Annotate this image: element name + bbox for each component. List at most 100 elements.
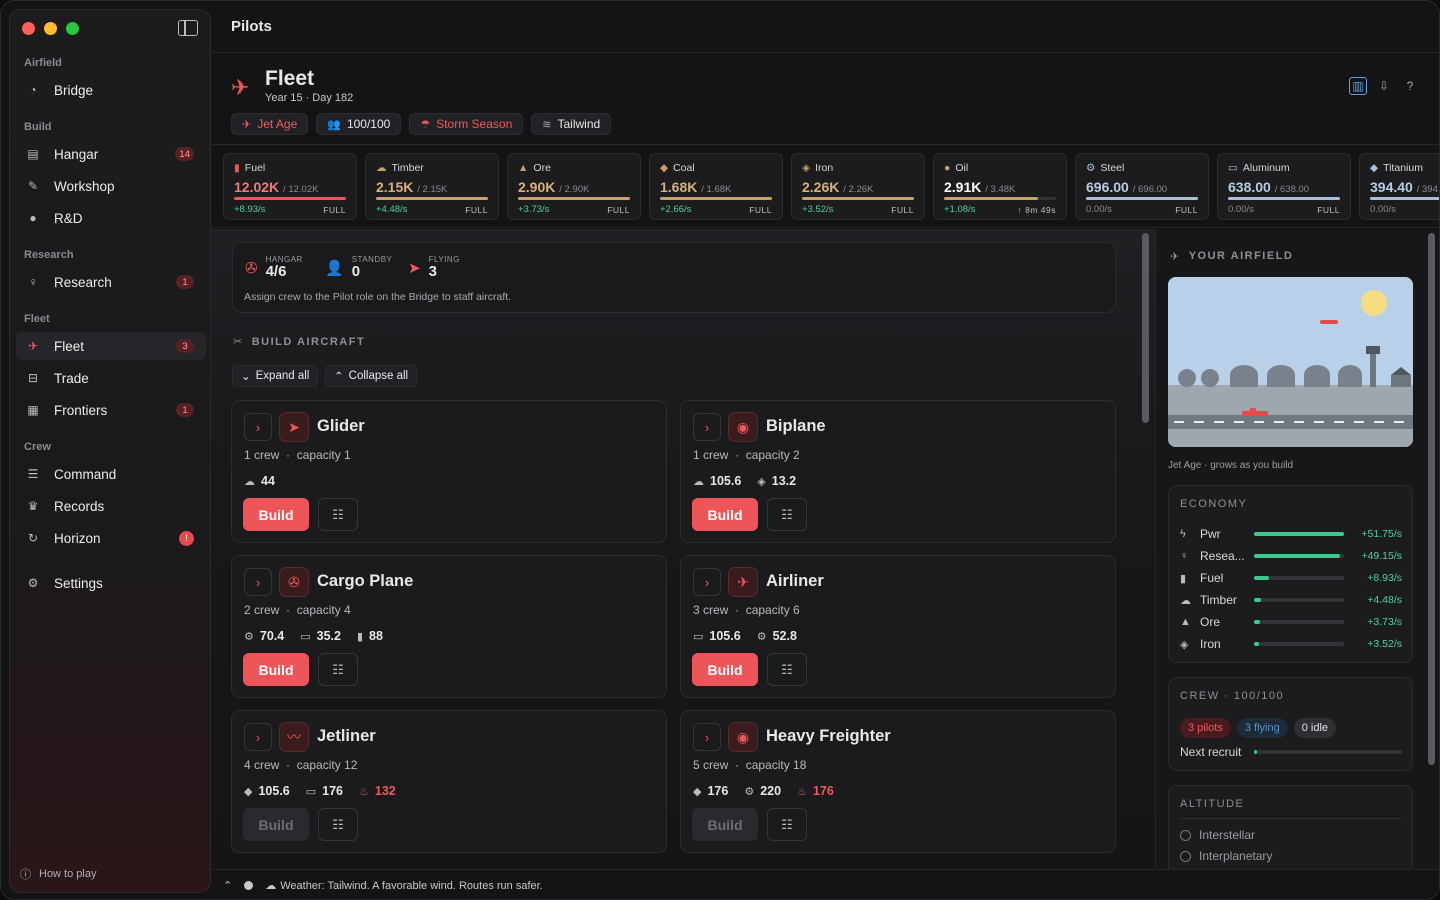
chevron-up-icon[interactable]: ⌃ [223,880,233,892]
aircraft-icon: ✇ [279,567,309,597]
status-message: Weather: Tailwind. A favorable wind. Rou… [280,879,543,892]
sidebar-item-frontiers[interactable]: ▦ Frontiers 1 [16,396,206,424]
airfield-illustration [1168,277,1413,447]
sidebar-item-records[interactable]: ♛ Records [16,492,206,520]
expand-chevron-icon[interactable]: › [244,568,272,596]
build-button[interactable]: Build [243,808,309,841]
altitude-option-interplanetary[interactable]: Interplanetary [1180,849,1272,863]
panel-toggle-icon[interactable]: ▥ [1349,77,1367,95]
resource-fill [518,197,630,200]
trophy-icon: ♛ [27,499,39,513]
resource-card-ore[interactable]: ▲ Ore 2.90K / 2.90K +3.73/s FULL [507,153,641,220]
how-to-play-link[interactable]: ⓘ How to play [20,866,96,882]
resource-fill [1370,197,1439,200]
resource-card-coal[interactable]: ◆ Coal 1.68K / 1.68K +2.66/s FULL [649,153,783,220]
download-icon[interactable]: ⇩ [1378,79,1390,93]
details-list-icon[interactable]: ☷ [767,808,807,841]
details-list-icon[interactable]: ☷ [318,653,358,686]
resource-amount: 394.40 [1370,179,1413,195]
hangar-stat-value: 4/6 [265,263,287,280]
economy-row: ◈ Iron +3.52/s [1180,636,1402,652]
aircraft-capacity: capacity 2 [745,448,800,462]
titanium-icon: ◆ [1370,162,1379,174]
expand-chevron-icon[interactable]: › [693,568,721,596]
sidebar-item-command[interactable]: ☰ Command [16,460,206,488]
minimize-window-button[interactable] [44,22,57,35]
build-button[interactable]: Build [692,498,758,531]
steel-icon: ⚙ [756,630,767,643]
sidebar-section-crew: Crew [24,441,51,453]
help-circle-icon[interactable]: ? [1406,79,1414,93]
expand-chevron-icon[interactable]: › [244,723,272,751]
sidebar-item-trade[interactable]: ⊟ Trade [16,364,206,392]
sidebar-section-build: Build [24,121,52,133]
expand-all-button[interactable]: ⌄ Expand all [232,365,319,387]
aircraft-icon: ✈ [728,567,758,597]
build-button[interactable]: Build [692,808,758,841]
sidebar-item-rnd[interactable]: ● R&D [16,204,206,232]
resource-status: ↑ 8m 49s [1017,205,1056,215]
era-chip[interactable]: ✈ Jet Age [231,113,309,135]
economy-name: Ore [1200,615,1221,629]
collapse-all-button[interactable]: ⌃ Collapse all [325,365,418,387]
hangar-stat-icon: ✇ [245,259,258,277]
resource-value: 394.40 / 394.40 [1370,179,1439,195]
expand-chevron-icon[interactable]: › [693,413,721,441]
iron-icon: ◈ [802,162,811,174]
details-list-icon[interactable]: ☷ [767,653,807,686]
crew-panel: CREW · 100/100 3 pilots 3 flying 0 idle … [1168,677,1413,771]
resource-card-titanium[interactable]: ◆Titanium 394.40 / 394.40 0.00/s FULL [1359,153,1439,220]
titanium-icon: ◆ [693,785,702,798]
sidebar-item-bridge[interactable]: ◔ Bridge [16,76,206,104]
cost-value: 70.4 [259,629,285,643]
resource-card-fuel[interactable]: ▮ Fuel 12.02K / 12.02K +8.93/s FULL [223,153,357,220]
cost-item: ⚙ 70.4 [244,629,284,643]
resource-fill-bar [1370,197,1439,200]
aircraft-crew: 2 crew [244,603,280,617]
resource-name: ▭ Aluminum [1228,162,1290,174]
resource-value: 2.90K / 2.90K [518,179,589,195]
sidebar-item-hangar[interactable]: ▤ Hangar 14 [16,140,206,168]
resource-name: ● Oil [944,162,968,174]
horizon-alert-badge: ! [179,530,194,546]
resource-card-timber[interactable]: ☁ Timber 2.15K / 2.15K +4.48/s FULL [365,153,499,220]
close-window-button[interactable] [22,22,35,35]
tools-icon: ✂ [233,336,244,348]
resource-card-iron[interactable]: ◈ Iron 2.26K / 2.26K +3.52/s FULL [791,153,925,220]
sidebar-item-settings[interactable]: ⚙ Settings [16,569,206,597]
weather-chip[interactable]: ≋ Tailwind [531,113,612,135]
build-button[interactable]: Build [692,653,758,686]
recruit-progress-bar [1254,750,1402,754]
build-button[interactable]: Build [243,653,309,686]
sidebar-item-research[interactable]: ♀ Research 1 [16,268,206,296]
build-button[interactable]: Build [243,498,309,531]
aluminum-icon: ▭ [1228,162,1238,174]
sidebar-item-workshop[interactable]: ✎ Workshop [16,172,206,200]
aluminum-icon: ▭ [300,630,311,643]
main-scrollbar[interactable] [1142,233,1149,423]
resource-card-steel[interactable]: ⚙ Steel 696.00 / 696.00 0.00/s FULL [1075,153,1209,220]
right-panel-scrollbar[interactable] [1428,233,1435,765]
details-list-icon[interactable]: ☷ [318,808,358,841]
expand-chevron-icon[interactable]: › [693,723,721,751]
zoom-window-button[interactable] [66,22,79,35]
details-list-icon[interactable]: ☷ [318,498,358,531]
altitude-option-label: Interstellar [1199,828,1256,842]
altitude-option-interstellar[interactable]: Interstellar [1180,828,1255,842]
sidebar-item-fleet[interactable]: ✈ Fleet 3 [16,332,206,360]
cost-value: 105.6 [709,629,741,643]
aircraft-costs: ▭ 105.6 ⚙ 52.8 [693,629,797,643]
details-list-icon[interactable]: ☷ [767,498,807,531]
sidebar-item-horizon[interactable]: ↻ Horizon! [16,524,206,552]
aircraft-card-heavy-freighter: › ◉ Heavy Freighter 5 crew · capacity 18… [680,710,1116,853]
sidebar-toggle-icon[interactable] [178,20,198,36]
resource-card-aluminum[interactable]: ▭ Aluminum 638.00 / 638.00 0.00/s FULL [1217,153,1351,220]
resource-fill [660,197,772,200]
resource-amount: 2.91K [944,179,982,195]
wrench-icon: ✎ [27,179,39,193]
season-chip[interactable]: ☂ Storm Season [409,113,524,135]
expand-chevron-icon[interactable]: › [244,413,272,441]
resource-card-oil[interactable]: ● Oil 2.91K / 3.48K +1.08/s ↑ 8m 49s [933,153,1067,220]
crew-chip[interactable]: 👥 100/100 [316,113,402,135]
aircraft-crew: 5 crew [693,758,729,772]
